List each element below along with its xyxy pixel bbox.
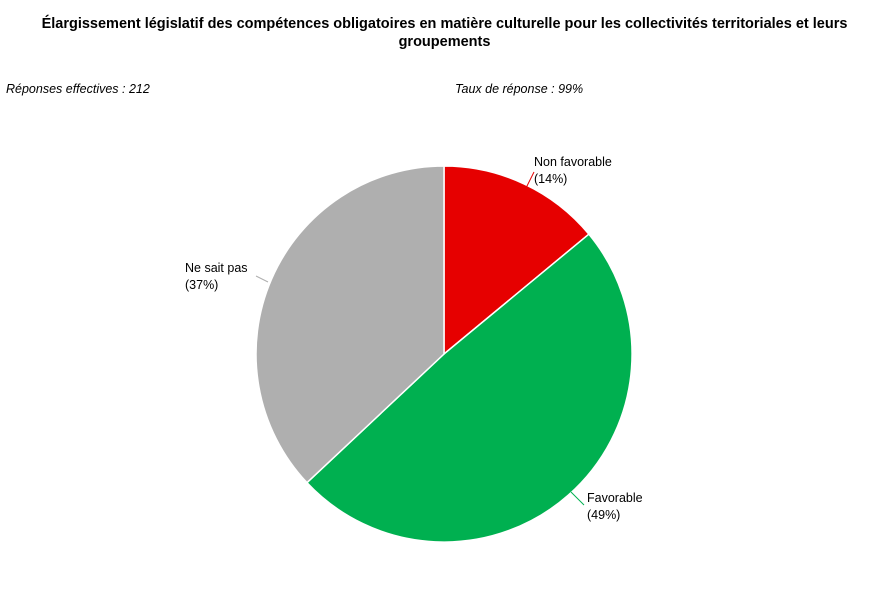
pie-slice-favorable bbox=[305, 233, 633, 543]
slice-label-non-favorable: Non favorable bbox=[534, 155, 612, 169]
response-rate: Taux de réponse : 99% bbox=[455, 82, 584, 96]
leader-line-non-favorable bbox=[524, 171, 535, 191]
chart-title-line-1: Élargissement législatif des compétences… bbox=[41, 16, 848, 32]
leader-line-ne-sait-pas bbox=[255, 275, 269, 283]
slice-percent-non-favorable: (14%) bbox=[534, 172, 567, 186]
slice-percent-favorable: (49%) bbox=[587, 508, 620, 522]
chart-title-line-2: groupements bbox=[398, 34, 491, 50]
slice-label-favorable: Favorable bbox=[587, 491, 643, 505]
pie-slice-non-favorable bbox=[443, 165, 590, 356]
pie-slice-ne-sait-pas bbox=[255, 165, 445, 484]
leader-line-favorable bbox=[570, 491, 585, 506]
slice-label-ne-sait-pas: Ne sait pas bbox=[185, 261, 248, 275]
chart-title: Élargissement législatif des compétences… bbox=[0, 15, 889, 51]
responses-count: Réponses effectives : 212 bbox=[6, 82, 150, 96]
slice-percent-ne-sait-pas: (37%) bbox=[185, 278, 218, 292]
